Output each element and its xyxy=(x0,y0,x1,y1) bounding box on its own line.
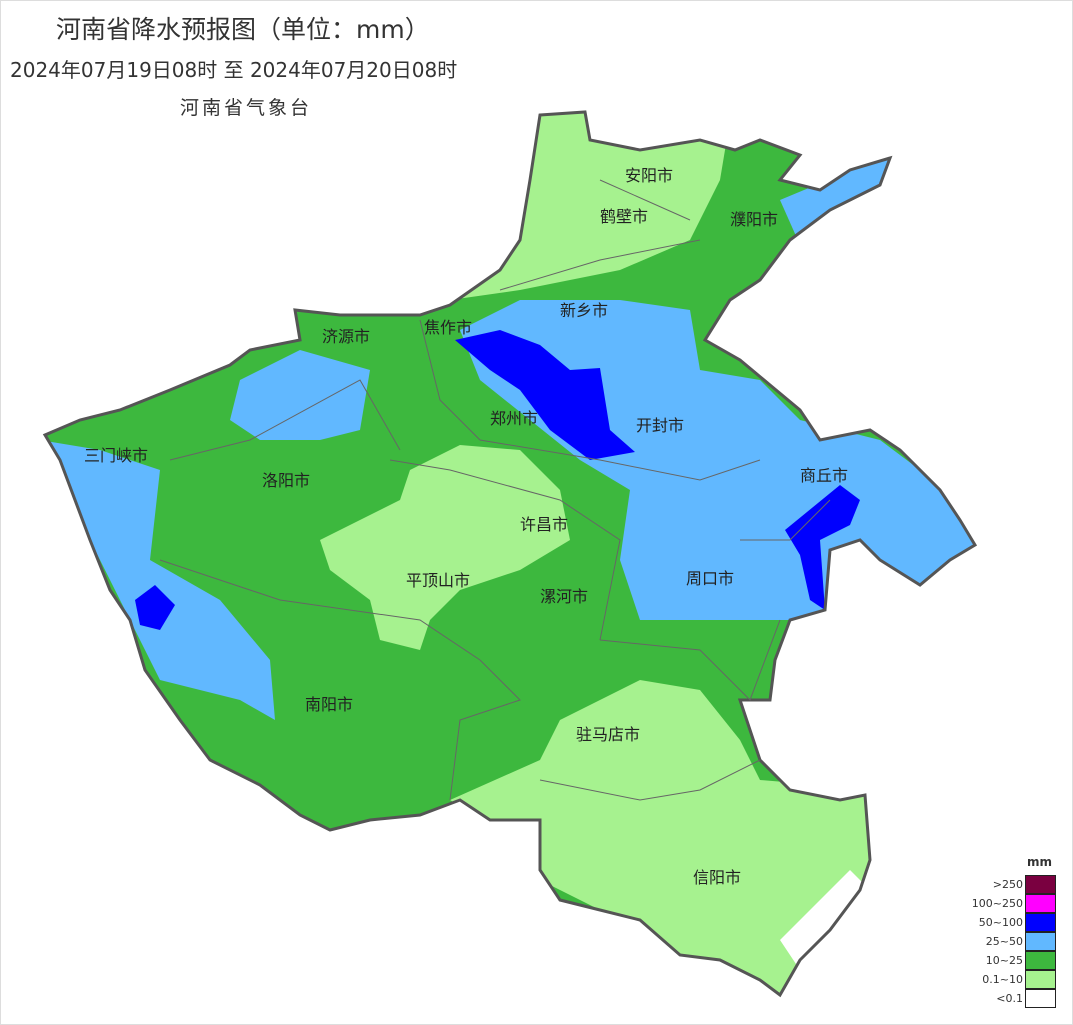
zone-rainstorm-zhengzhou xyxy=(455,330,635,460)
legend-item: >250 xyxy=(985,875,1065,894)
legend-swatch xyxy=(1025,989,1056,1008)
city-label: 新乡市 xyxy=(560,301,608,320)
legend-swatch xyxy=(1025,951,1056,970)
legend-label: >250 xyxy=(992,878,1023,891)
legend-label: 100~250 xyxy=(971,897,1023,910)
legend-item: 25~50 xyxy=(985,932,1065,951)
city-label: 三门峡市 xyxy=(84,446,148,465)
city-label: 安阳市 xyxy=(625,166,673,185)
city-label: 漯河市 xyxy=(540,587,588,606)
zone-heavy-northeast xyxy=(780,150,900,245)
city-label: 南阳市 xyxy=(305,695,353,714)
province-outline xyxy=(42,110,978,998)
city-label: 信阳市 xyxy=(693,868,741,887)
zone-light-south xyxy=(450,680,880,995)
legend-label: 50~100 xyxy=(978,916,1023,929)
issuer: 河南省气象台 xyxy=(180,97,313,119)
zone-rainstorm-sanmenxia xyxy=(135,585,175,630)
city-label: 开封市 xyxy=(636,416,684,435)
city-label: 濮阳市 xyxy=(730,210,778,229)
legend-swatch xyxy=(1025,875,1056,894)
city-label: 许昌市 xyxy=(520,515,568,534)
city-label: 驻马店市 xyxy=(576,725,640,744)
city-label: 商丘市 xyxy=(800,466,848,485)
zone-rainstorm-shangqiu xyxy=(785,485,860,610)
forecast-period: 2024年07月19日08时 至 2024年07月20日08时 xyxy=(10,58,458,82)
legend-swatch xyxy=(1025,913,1056,932)
legend-label: 0.1~10 xyxy=(982,973,1023,986)
legend-item: <0.1 xyxy=(985,989,1065,1008)
legend-item: 10~25 xyxy=(985,951,1065,970)
city-label: 周口市 xyxy=(686,569,734,588)
zone-light-central xyxy=(320,445,570,650)
legend-label: <0.1 xyxy=(996,992,1023,1005)
city-label: 济源市 xyxy=(322,327,370,346)
legend-unit: mm xyxy=(1027,855,1053,869)
legend-swatch xyxy=(1025,932,1056,951)
legend-swatch xyxy=(1025,894,1056,913)
map-title: 河南省降水预报图（单位：mm） xyxy=(56,15,430,44)
city-label: 鹤壁市 xyxy=(600,207,648,226)
zone-heavy-southwest xyxy=(45,440,275,720)
city-label: 焦作市 xyxy=(424,318,472,337)
legend-item: 50~100 xyxy=(979,913,1065,932)
legend-label: 10~25 xyxy=(985,954,1023,967)
city-borders xyxy=(159,179,831,801)
city-labels: 安阳市 鹤壁市 濮阳市 新乡市 焦作市 济源市 郑州市 开封市 三门峡市 洛阳市… xyxy=(84,166,848,887)
city-label: 平顶山市 xyxy=(406,571,470,590)
legend-label: 25~50 xyxy=(985,935,1023,948)
city-label: 洛阳市 xyxy=(262,471,310,490)
zone-none-southeast xyxy=(780,870,870,970)
legend-item: 100~250 xyxy=(972,894,1065,913)
city-label: 郑州市 xyxy=(490,409,538,428)
zone-heavy-west xyxy=(230,350,370,440)
legend-item: 0.1~10 xyxy=(982,970,1065,989)
legend-swatch xyxy=(1025,970,1056,989)
